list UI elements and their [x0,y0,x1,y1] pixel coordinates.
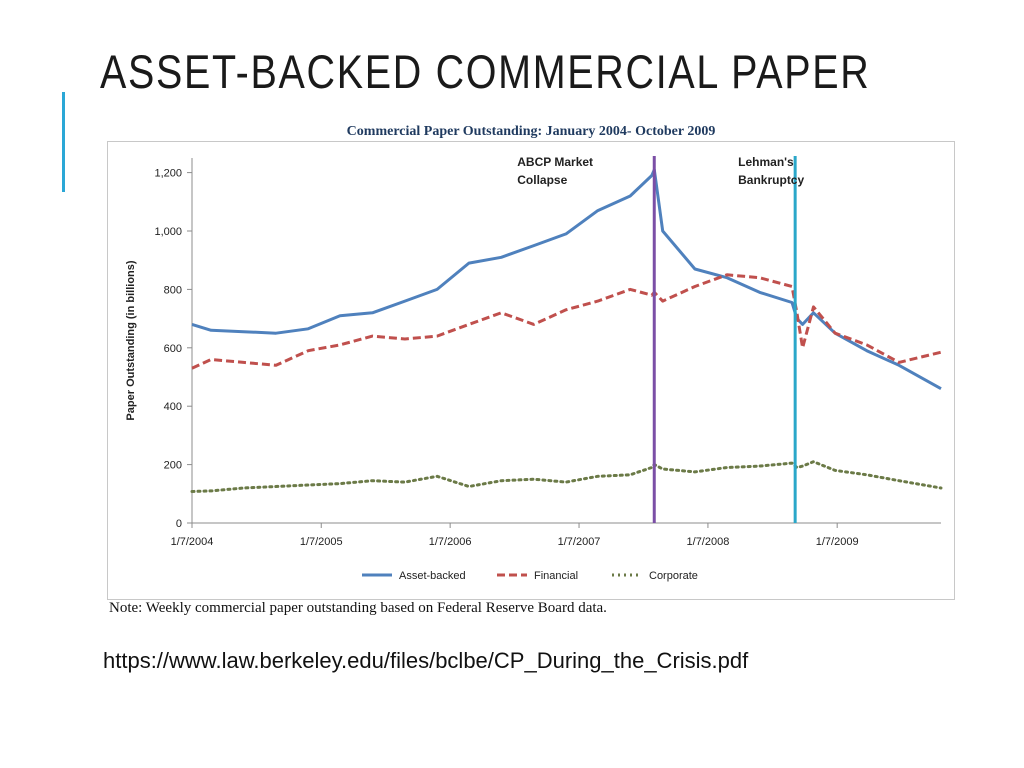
legend-label-asset-backed: Asset-backed [399,570,466,582]
line-chart: Paper Outstanding (in billions) 0 200 400 6… [107,141,955,600]
accent-bar [62,92,65,192]
series-lines [190,168,943,493]
chart-note: Note: Weekly commercial paper outstandin… [109,600,607,616]
x-tick-label: 1/7/2005 [300,536,343,548]
series-line-corporate [190,460,943,493]
x-tick-label: 1/7/2009 [816,536,859,548]
y-tick-label: 0 [176,518,182,530]
x-tick-label: 1/7/2007 [558,536,601,548]
series-line-financial [191,273,942,370]
y-tick-label: 600 [164,343,182,355]
y-axis-label: Paper Outstanding (in billions) [125,260,137,420]
legend: Asset-backed Financial Corporate [362,570,698,582]
slide-title: ASSET-BACKED COMMERCIAL PAPER [100,45,871,98]
annotation-label-1: ABCP Market [517,155,593,169]
annotation-label-1: Collapse [517,173,567,187]
annotations: ABCP Market Collapse Lehman's Bankruptcy [517,155,804,523]
series-line-asset-backed [191,168,942,391]
y-axis-label-group: Paper Outstanding (in billions) [125,260,137,420]
y-tick-label: 1,000 [154,226,182,238]
y-tick-label: 800 [164,284,182,296]
y-tick-label: 1,200 [154,168,182,180]
tick-labels: 0 200 400 600 800 1,000 1,200 1/7/2004 1/7/2005 1… [154,168,858,548]
annotation-label-2: Lehman's [738,155,794,169]
legend-label-corporate: Corporate [649,570,698,582]
x-tick-label: 1/7/2008 [687,536,730,548]
x-tick-label: 1/7/2004 [171,536,214,548]
y-tick-label: 200 [164,460,182,472]
axes [187,158,941,528]
chart-title: Commercial Paper Outstanding: January 20… [346,124,716,139]
y-tick-label: 400 [164,401,182,413]
chart-frame [107,141,955,600]
annotation-label-2: Bankruptcy [738,173,804,187]
legend-label-financial: Financial [534,570,578,582]
source-url-link[interactable]: https://www.law.berkeley.edu/files/bclbe… [103,648,749,673]
x-tick-label: 1/7/2006 [429,536,472,548]
